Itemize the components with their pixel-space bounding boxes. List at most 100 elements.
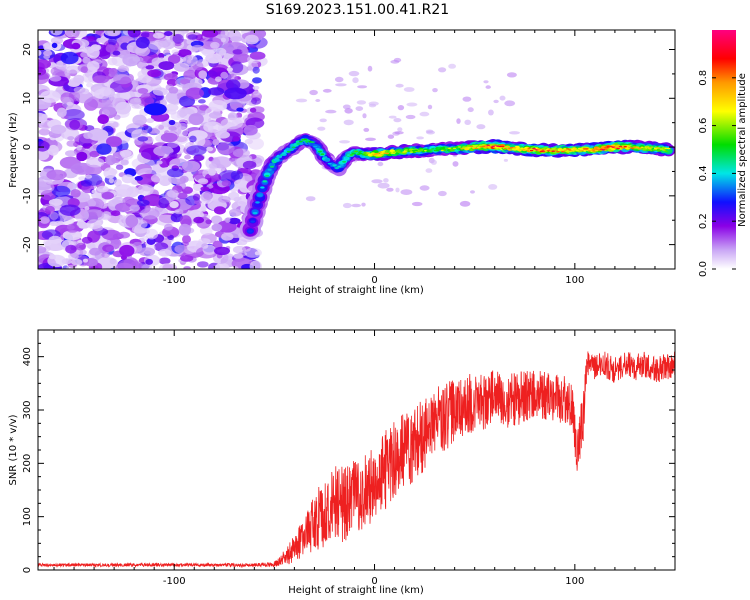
noise-speck bbox=[241, 48, 249, 54]
noise-speck bbox=[185, 87, 204, 100]
noise-speck bbox=[82, 57, 91, 64]
noise-speck bbox=[89, 150, 100, 158]
noise-speck bbox=[109, 258, 117, 265]
noise-speck bbox=[226, 67, 233, 72]
noise-speck bbox=[430, 159, 437, 165]
noise-speck bbox=[86, 219, 102, 230]
noise-speck bbox=[156, 160, 163, 165]
noise-speck bbox=[59, 204, 81, 216]
noise-speck bbox=[232, 148, 250, 158]
ridge-mark bbox=[625, 145, 630, 147]
x-tick-label: 100 bbox=[565, 576, 584, 587]
noise-speck bbox=[140, 96, 155, 106]
noise-speck bbox=[135, 36, 150, 49]
ridge-mark bbox=[339, 164, 344, 167]
noise-speck bbox=[75, 90, 93, 104]
ridge-mark bbox=[267, 168, 272, 171]
snr-plot-area bbox=[38, 351, 675, 569]
noise-speck bbox=[158, 52, 165, 59]
noise-speck bbox=[377, 161, 384, 167]
noise-speck bbox=[218, 195, 231, 203]
ridge-mark bbox=[452, 147, 457, 150]
noise-speck bbox=[39, 216, 50, 224]
colorbar-tick-label: 0.2 bbox=[698, 213, 709, 229]
noise-speck bbox=[233, 253, 244, 259]
noise-speck bbox=[228, 191, 240, 201]
noise-speck bbox=[217, 142, 235, 155]
noise-speck bbox=[141, 129, 148, 135]
ridge-mark bbox=[366, 152, 370, 154]
ridge-mark bbox=[298, 140, 303, 143]
noise-speck bbox=[448, 63, 456, 69]
noise-speck bbox=[121, 174, 134, 184]
ridge-mark bbox=[313, 145, 318, 148]
ridge-mark bbox=[577, 147, 582, 150]
noise-speck bbox=[84, 206, 90, 211]
spectrogram-heatmap bbox=[38, 30, 675, 269]
noise-speck bbox=[192, 193, 201, 201]
noise-speck bbox=[64, 69, 71, 76]
noise-speck bbox=[47, 254, 67, 268]
ridge-mark bbox=[640, 146, 644, 148]
noise-speck bbox=[342, 104, 351, 110]
noise-speck bbox=[405, 114, 416, 120]
noise-speck bbox=[169, 201, 179, 209]
ridge-mark bbox=[500, 145, 505, 148]
noise-speck bbox=[394, 131, 404, 135]
noise-speck bbox=[232, 245, 247, 254]
noise-speck bbox=[110, 210, 121, 217]
noise-speck bbox=[145, 258, 153, 265]
noise-speck bbox=[470, 190, 475, 194]
noise-speck bbox=[236, 107, 244, 112]
noise-speck bbox=[377, 182, 390, 189]
ridge-mark bbox=[380, 154, 385, 156]
noise-speck bbox=[228, 217, 241, 225]
noise-speck bbox=[476, 124, 486, 130]
noise-speck bbox=[136, 60, 147, 69]
noise-speck bbox=[322, 88, 332, 93]
noise-speck bbox=[103, 167, 117, 179]
ridge-mark bbox=[650, 146, 654, 148]
noise-speck bbox=[406, 102, 418, 107]
ridge-mark bbox=[315, 148, 320, 150]
ridge-mark bbox=[517, 149, 522, 151]
noise-speck bbox=[205, 53, 223, 64]
noise-speck bbox=[208, 163, 217, 169]
noise-speck bbox=[393, 118, 402, 123]
noise-speck bbox=[74, 197, 97, 209]
noise-speck bbox=[41, 113, 48, 119]
ridge-mark bbox=[594, 150, 599, 152]
ridge-mark bbox=[351, 152, 356, 155]
noise-speck bbox=[212, 139, 220, 146]
ridge-mark bbox=[400, 152, 404, 154]
noise-speck bbox=[117, 231, 131, 239]
noise-speck bbox=[43, 42, 54, 51]
ridge-mark bbox=[585, 148, 589, 150]
noise-speck bbox=[221, 232, 234, 241]
noise-speck bbox=[152, 87, 168, 96]
noise-speck bbox=[200, 186, 210, 192]
noise-speck bbox=[137, 184, 154, 196]
colorbar-ticks: 0.0 0.2 0.4 0.6 0.8 bbox=[698, 70, 736, 277]
noise-speck bbox=[170, 212, 183, 223]
noise-speck bbox=[158, 249, 172, 257]
noise-speck bbox=[159, 158, 170, 169]
noise-speck bbox=[73, 74, 85, 84]
ridge-mark bbox=[460, 148, 464, 150]
noise-speck bbox=[352, 77, 359, 84]
ridge-mark bbox=[505, 145, 510, 148]
noise-speck bbox=[92, 75, 110, 84]
ridge-mark bbox=[255, 201, 260, 204]
noise-speck bbox=[112, 50, 121, 56]
noise-speck bbox=[488, 109, 494, 116]
noise-speck bbox=[194, 200, 202, 205]
noise-speck bbox=[386, 187, 394, 192]
ridge-mark bbox=[563, 149, 567, 151]
noise-speck bbox=[225, 217, 231, 223]
noise-speck bbox=[193, 154, 205, 162]
noise-speck bbox=[356, 100, 367, 105]
ridge-mark bbox=[291, 146, 296, 149]
ridge-mark bbox=[409, 151, 414, 153]
ridge-mark bbox=[258, 187, 266, 193]
noise-speck bbox=[76, 151, 88, 162]
